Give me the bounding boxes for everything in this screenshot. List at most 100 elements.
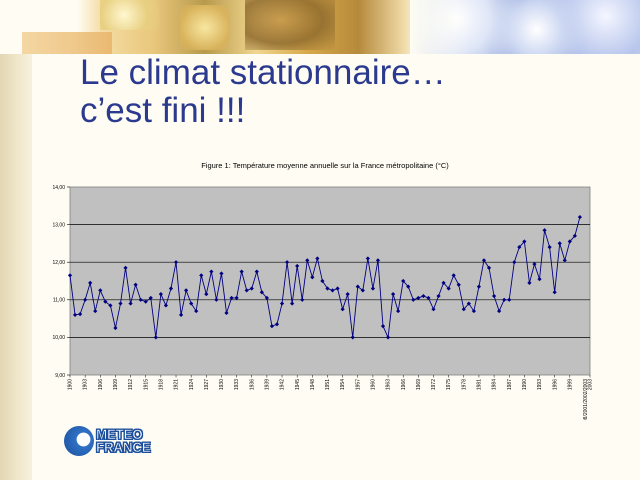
data-point (502, 297, 507, 302)
decorative-banner (0, 0, 640, 54)
data-point (416, 295, 421, 301)
x-tick-label: 1930 (219, 379, 225, 390)
data-point (143, 299, 148, 304)
x-tick-label: 1942 (280, 379, 286, 390)
data-point (385, 335, 391, 340)
data-point (517, 245, 522, 250)
logo-text-line-2: FRANCE (96, 440, 152, 455)
data-point (77, 311, 83, 317)
data-point (284, 260, 290, 265)
x-tick-label-last: 2003 (588, 379, 594, 390)
data-point (461, 307, 466, 312)
left-decorative-stripe (0, 0, 32, 480)
banner-blue-flowers (410, 0, 640, 54)
data-point (401, 278, 406, 284)
data-point (370, 286, 376, 291)
data-point (527, 280, 532, 285)
temperature-chart: Figure 1: Température moyenne annuelle s… (52, 161, 594, 420)
x-tick-label: 1972 (431, 379, 437, 390)
x-tick-label: 1963 (386, 379, 392, 390)
data-point (380, 324, 386, 329)
data-point (118, 301, 123, 306)
data-point (274, 322, 280, 327)
x-tick-label: 1936 (249, 379, 255, 390)
plot-area (67, 186, 591, 378)
x-tick-label: 1954 (340, 379, 346, 390)
x-tick-label: 1918 (158, 379, 164, 390)
data-point (441, 280, 446, 285)
data-point (572, 233, 577, 238)
slide-title-line-2: c’est fini !!! (80, 91, 246, 130)
data-point (375, 258, 381, 263)
x-axis-tick-labels: 1900 1903 1906 1909 1912 1915 1918 1921 1924 1927… (68, 379, 594, 420)
data-point (431, 307, 436, 312)
y-tick-label: 11,00 (53, 298, 65, 304)
data-point (547, 245, 552, 250)
x-tick-label: 1990 (522, 379, 528, 390)
slide-title-line-1: Le climat stationnaire… (80, 53, 446, 92)
x-tick-label: 1960 (371, 379, 377, 390)
data-point (108, 303, 113, 308)
y-tick-label: 10,00 (52, 335, 65, 341)
data-point (512, 260, 517, 265)
data-point (300, 297, 305, 302)
data-point (481, 258, 487, 263)
data-point (537, 277, 542, 282)
data-point (542, 228, 547, 233)
data-point (315, 256, 320, 261)
x-tick-label: 1924 (189, 379, 195, 390)
x-tick-label: 1999 (567, 379, 573, 390)
x-tick-label: 1927 (204, 379, 210, 390)
temperature-series-line (69, 216, 581, 340)
x-tick-label-overlap: 1998/2001/2002/2003 (583, 379, 589, 420)
x-tick-label: 1969 (416, 379, 422, 390)
data-point (411, 297, 416, 302)
logo-text-line-1: METEO (96, 427, 144, 442)
banner-leaf-shape (22, 32, 112, 54)
data-point (567, 239, 572, 244)
y-tick-label: 14,00 (52, 185, 65, 191)
x-tick-label: 1912 (128, 379, 134, 390)
y-tick-label: 12,00 (52, 260, 65, 266)
data-point (320, 278, 325, 284)
banner-bark-shape (245, 0, 335, 50)
data-point (340, 307, 345, 312)
x-tick-label: 1921 (174, 379, 180, 390)
data-point (133, 282, 138, 287)
slide-title: Le climat stationnaire… c’est fini !!! (80, 54, 600, 130)
x-tick-label: 1915 (143, 379, 149, 390)
x-tick-label: 1951 (325, 379, 331, 390)
data-point (562, 258, 567, 263)
banner-flower-shape (180, 5, 230, 50)
data-point (446, 286, 451, 291)
y-axis-tick-labels: 14,00 13,00 12,00 11,00 10,00 9,00 (52, 185, 65, 379)
data-point (113, 325, 118, 331)
data-point (123, 265, 128, 270)
data-point (557, 241, 562, 246)
x-tick-label: 1945 (295, 379, 301, 390)
data-point (88, 280, 93, 285)
data-point (365, 256, 370, 261)
x-tick-label: 1906 (98, 379, 104, 390)
data-point (507, 297, 512, 302)
data-point (522, 239, 527, 244)
x-tick-label: 1933 (234, 379, 240, 390)
x-tick-label: 1900 (68, 379, 74, 390)
x-tick-label: 1993 (537, 379, 543, 390)
y-tick-label: 9,00 (55, 373, 65, 379)
data-point (83, 297, 88, 302)
plot-background (69, 186, 591, 376)
data-point (577, 214, 583, 220)
x-tick-label: 1975 (446, 379, 452, 390)
data-point (466, 301, 471, 306)
x-tick-label: 1978 (461, 379, 467, 390)
x-tick-label: 1948 (310, 379, 316, 390)
data-point (103, 299, 108, 304)
data-point (305, 258, 310, 263)
data-point (189, 301, 194, 306)
x-tick-label: 1909 (113, 379, 119, 390)
x-tick-label: 1939 (264, 379, 270, 390)
data-point (532, 261, 537, 267)
y-tick-label: 13,00 (52, 222, 65, 228)
data-point (491, 293, 497, 299)
